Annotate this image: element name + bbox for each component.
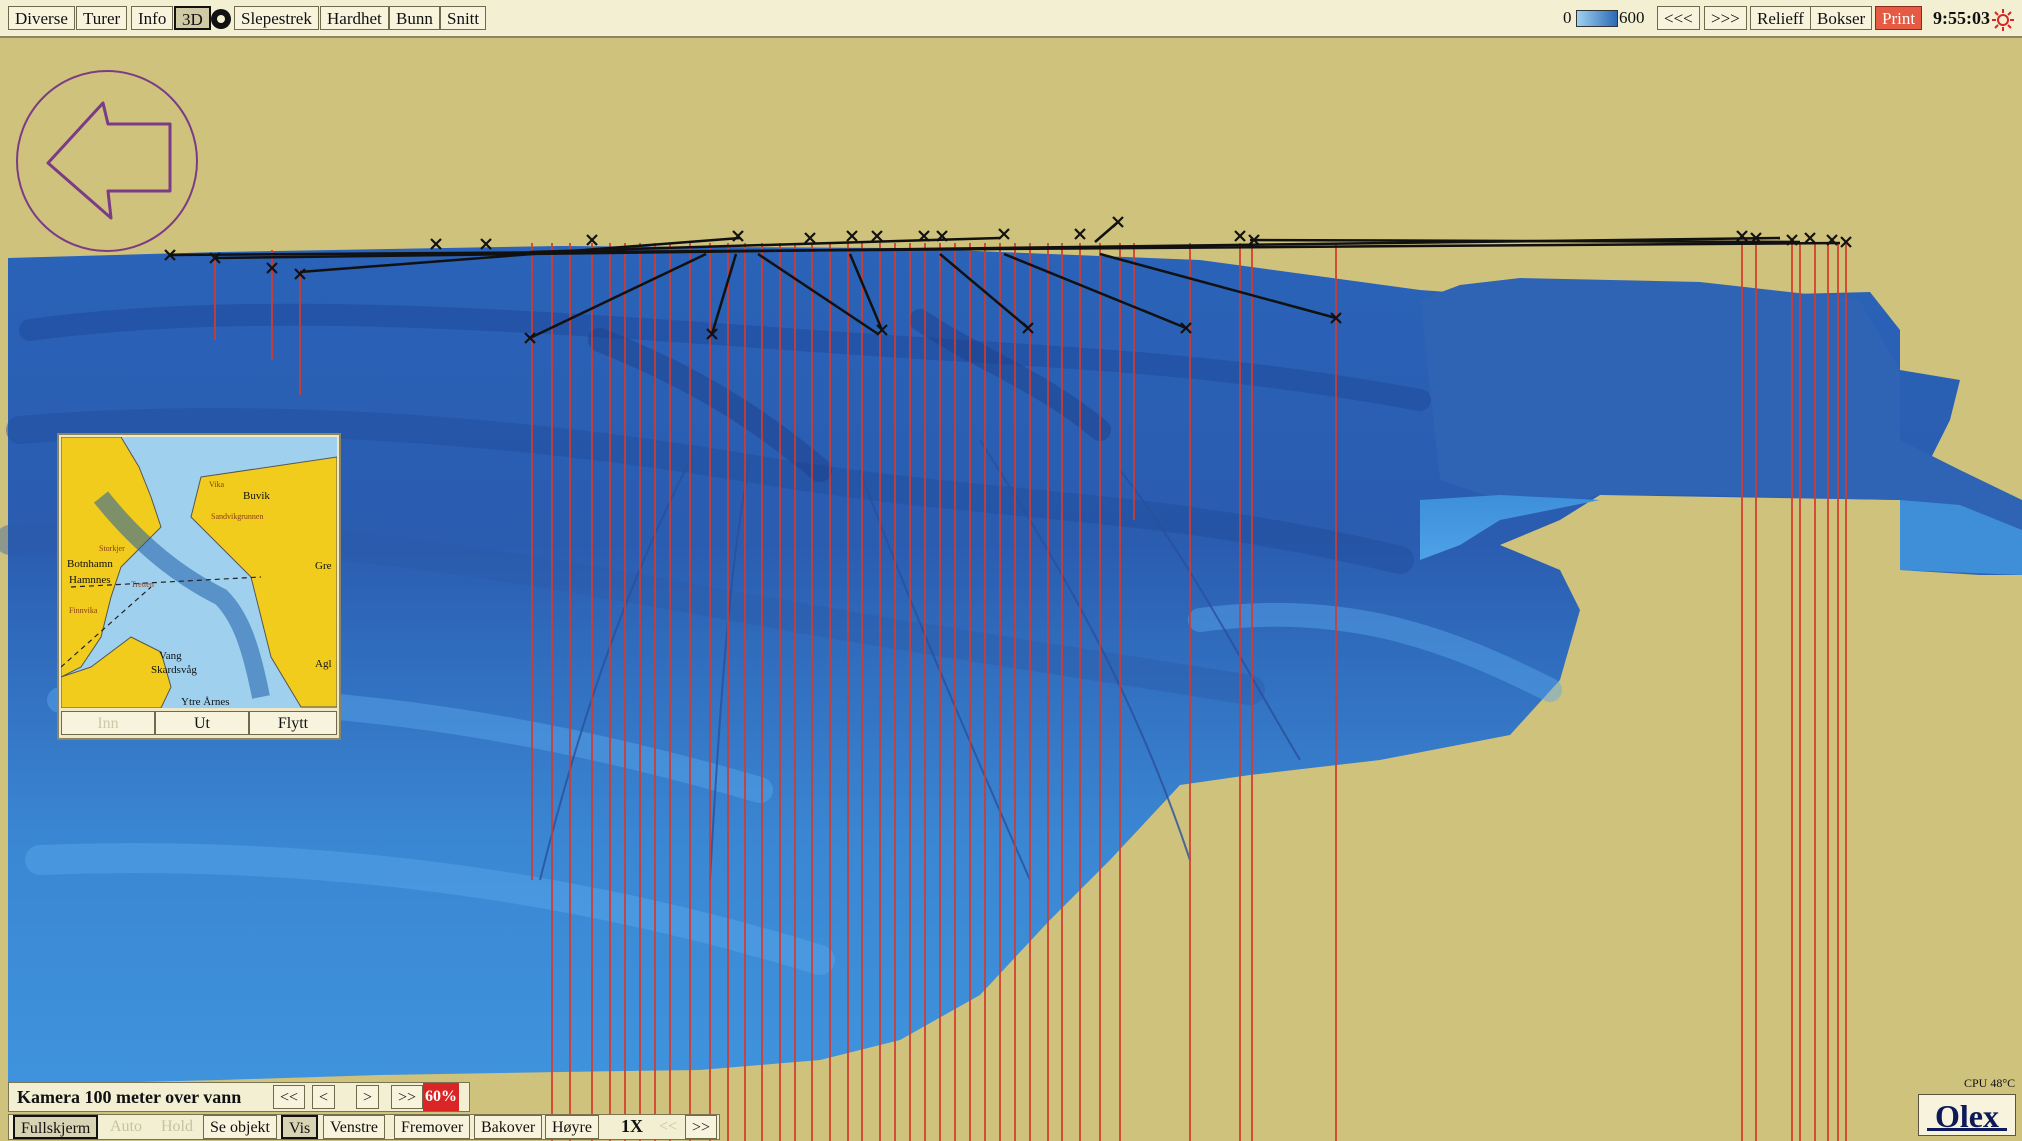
record-icon[interactable]	[211, 9, 231, 29]
forward-button[interactable]: Fremover	[394, 1115, 471, 1139]
map-label-storkjer: Storkjer	[99, 544, 125, 553]
next-button[interactable]: >>>	[1704, 6, 1747, 30]
camera-panel: Kamera 100 meter over vann << < > >> 60%	[8, 1082, 470, 1112]
auto-button[interactable]: Auto	[110, 1118, 142, 1135]
olex-logo: Olex	[1918, 1094, 2016, 1136]
menu-bunn[interactable]: Bunn	[389, 6, 440, 30]
left-button[interactable]: Venstre	[323, 1115, 385, 1139]
depth-scale-min: 0	[1563, 8, 1572, 27]
slower-button[interactable]: <<	[659, 1118, 678, 1135]
map-label-botnhamn: Botnhamn	[67, 558, 113, 570]
hold-button[interactable]: Hold	[161, 1118, 193, 1135]
map-label-gre: Gre	[315, 560, 332, 572]
map-label-sandvikgrunnen: Sandvikgrunnen	[211, 512, 263, 521]
overview-map-canvas[interactable]: Buvik Vika Botnhamn Hamnnes Vang Skardsv…	[61, 437, 337, 708]
camera-height-text: Kamera 100 meter over vann	[17, 1087, 242, 1107]
print-button[interactable]: Print	[1875, 6, 1923, 30]
relief-button[interactable]: Relieff	[1750, 6, 1811, 30]
clock: 9:55:03	[1933, 8, 1990, 28]
back-arrow-button[interactable]	[16, 70, 198, 252]
map-label-agl: Agl	[315, 658, 332, 670]
camera-fast-down-button[interactable]: <<	[273, 1085, 306, 1109]
right-button[interactable]: Høyre	[545, 1115, 599, 1139]
navigation-bar: Fullskjerm Auto Hold Se objekt Vis Venst…	[8, 1114, 720, 1140]
faster-button[interactable]: >>	[685, 1115, 718, 1139]
camera-fast-up-button[interactable]: >>	[391, 1085, 424, 1109]
move-map-button[interactable]: Flytt	[249, 711, 337, 735]
previous-button[interactable]: <<<	[1657, 6, 1700, 30]
depth-scale-bar	[1576, 10, 1618, 27]
camera-down-button[interactable]: <	[312, 1085, 336, 1109]
zoom-in-button[interactable]: Inn	[61, 711, 155, 735]
map-label-tretten: Tretten	[131, 580, 154, 589]
menu-3d[interactable]: 3D	[174, 6, 211, 30]
see-object-button[interactable]: Se objekt	[203, 1115, 277, 1139]
top-menu-bar: Diverse Turer Info 3D Slepestrek Hardhet…	[0, 0, 2022, 38]
boxes-button[interactable]: Bokser	[1810, 6, 1873, 30]
speed-indicator: 1X	[621, 1116, 643, 1136]
map-label-vang: Vang	[159, 650, 182, 662]
fullscreen-button[interactable]: Fullskjerm	[13, 1115, 99, 1139]
trawl-tracks	[169, 221, 1841, 340]
map-label-skardsvag: Skardsvåg	[151, 664, 197, 676]
map-label-ytre-arnes: Ytre Årnes	[181, 696, 230, 708]
opacity-indicator[interactable]: 60%	[423, 1083, 459, 1111]
overview-map[interactable]: Buvik Vika Botnhamn Hamnnes Vang Skardsv…	[57, 433, 341, 740]
menu-info[interactable]: Info	[131, 6, 174, 30]
camera-up-button[interactable]: >	[356, 1085, 380, 1109]
menu-snitt[interactable]: Snitt	[440, 6, 487, 30]
cpu-temperature: CPU 48°C	[1964, 1076, 2016, 1090]
sun-icon[interactable]	[1992, 9, 2014, 31]
seabed-step-right	[1900, 500, 2022, 575]
menu-turer[interactable]: Turer	[76, 6, 128, 30]
anchor-marks	[164, 216, 1852, 344]
left-arrow-icon	[46, 101, 172, 220]
menu-slepestrek[interactable]: Slepestrek	[234, 6, 319, 30]
seabed-shelf	[1420, 495, 1600, 560]
vertical-trawl-lines	[214, 243, 1847, 1141]
map-label-finnvika: Finnvika	[69, 606, 98, 615]
map-label-vika: Vika	[209, 480, 225, 489]
menu-diverse[interactable]: Diverse	[8, 6, 75, 30]
show-button[interactable]: Vis	[281, 1115, 319, 1139]
zoom-out-button[interactable]: Ut	[155, 711, 249, 735]
map-label-hamnnes: Hamnnes	[69, 574, 111, 586]
map-label-buvik: Buvik	[243, 490, 270, 502]
depth-scale-max: 600	[1619, 8, 1645, 27]
menu-hardhet[interactable]: Hardhet	[320, 6, 389, 30]
back-button[interactable]: Bakover	[474, 1115, 543, 1139]
